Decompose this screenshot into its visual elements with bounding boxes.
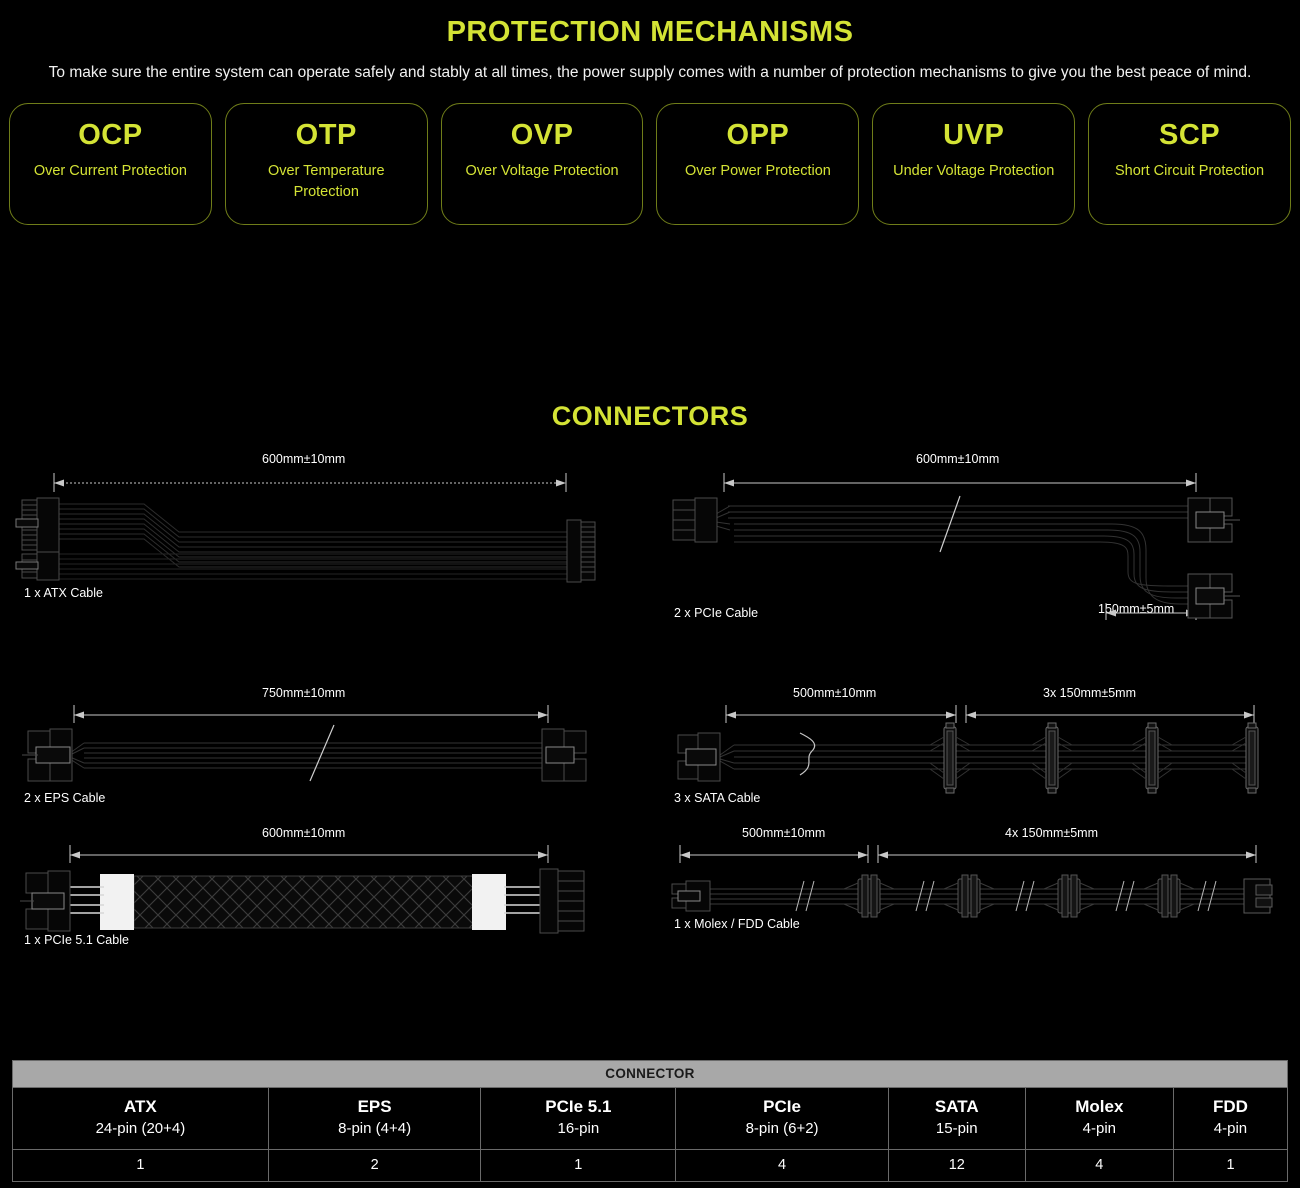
table-row: 1 2 1 4 12 4 1 [12,1148,1289,1182]
connector-name: PCIe 5.1 [545,1097,612,1116]
connector-name: ATX [124,1097,157,1116]
protection-card-uvp: UVP Under Voltage Protection [872,102,1076,225]
protection-name: Under Voltage Protection [893,163,1055,180]
protection-card-scp: SCP Short Circuit Protection [1088,102,1291,225]
protection-name: Over Power Protection [684,163,831,180]
table-header-title: CONNECTOR [12,1060,1288,1088]
protection-card-ovp: OVP Over Voltage Protection [440,102,644,225]
cable-diagram-eps: 750mm±10mm [14,681,634,811]
protection-abbr: OCP [78,118,143,151]
connector-count-eps: 2 [267,1148,482,1182]
protection-name: Over Voltage Protection [465,163,619,180]
protection-title: PROTECTION MECHANISMS [446,16,854,48]
dimension-label: 600mm±10mm [262,451,346,466]
table-cell-pcie51: PCIe 5.1 16-pin [480,1087,677,1150]
connector-pins: 4-pin [1213,1120,1248,1138]
connector-count-sata: 12 [887,1148,1026,1182]
protection-abbr: SCP [1158,118,1221,151]
connector-name: FDD [1213,1097,1248,1116]
cable-caption: 1 x PCIe 5.1 Cable [24,932,129,947]
protection-description: To make sure the entire system can opera… [48,63,1252,81]
cable-diagram-molex-fdd: 500mm±10mm 4x 150mm±5mm [668,821,1288,941]
table-cell-sata: SATA 15-pin [887,1087,1026,1150]
protection-abbr: UVP [943,118,1005,151]
connector-pins: 8-pin (4+4) [338,1120,412,1138]
connector-pins: 24-pin (20+4) [95,1120,186,1138]
connector-name: PCIe [763,1097,801,1116]
table-row: ATX 24-pin (20+4) EPS 8-pin (4+4) PCIe 5… [12,1087,1289,1150]
cable-caption: 2 x EPS Cable [24,790,106,805]
protection-card-opp: OPP Over Power Protection [656,102,860,225]
dimension-label: 600mm±10mm [262,825,346,840]
protection-card-otp: OTP Over Temperature Protection [224,102,428,225]
connector-pins: 15-pin [935,1120,978,1138]
protection-name: Over Temperature Protection [267,163,385,201]
table-header-row: CONNECTOR [12,1060,1288,1088]
table-cell-pcie: PCIe 8-pin (6+2) [675,1087,889,1150]
protection-cards-row: OCP Over Current Protection OTP Over Tem… [0,85,1300,225]
dimension-label: 500mm±10mm [793,685,877,700]
table-cell-atx: ATX 24-pin (20+4) [12,1087,269,1150]
dimension-label: 500mm±10mm [742,825,826,840]
dimension-label: 600mm±10mm [916,451,1000,466]
protection-name: Over Current Protection [33,163,187,180]
connector-pins: 8-pin (6+2) [745,1120,819,1138]
connector-count-pcie51: 1 [480,1148,677,1182]
protection-abbr: OPP [726,118,790,151]
connector-count-molex: 4 [1024,1148,1174,1182]
protection-name: Short Circuit Protection [1115,163,1265,180]
protection-abbr: OVP [510,118,574,151]
table-cell-eps: EPS 8-pin (4+4) [267,1087,482,1150]
dimension-label: 4x 150mm±5mm [1005,825,1098,840]
table-cell-fdd: FDD 4-pin [1172,1087,1289,1150]
connector-pins: 16-pin [557,1120,600,1138]
connector-count-fdd: 1 [1172,1148,1289,1182]
connector-name: SATA [934,1097,979,1116]
cable-caption: 1 x ATX Cable [24,585,103,600]
protection-abbr: OTP [295,118,357,151]
cable-diagram-atx: 600mm±10mm [14,446,634,626]
connector-count-pcie: 4 [675,1148,889,1182]
table-cell-molex: Molex 4-pin [1024,1087,1174,1150]
cable-caption: 3 x SATA Cable [674,790,761,805]
connector-name: Molex [1075,1097,1124,1116]
connector-count-atx: 1 [12,1148,269,1182]
cable-caption: 2 x PCIe Cable [674,605,759,620]
cable-diagram-pcie51: 600mm±10mm [14,821,634,956]
cable-diagram-pcie: 600mm±10mm 150mm±5mm [668,446,1288,646]
cable-diagram-sata: 500mm±10mm 3x 150mm±5mm [668,681,1288,811]
dimension-label: 3x 150mm±5mm [1043,685,1136,700]
dimension-label: 750mm±10mm [262,685,346,700]
cable-caption: 1 x Molex / FDD Cable [674,916,800,931]
connector-name: EPS [357,1097,392,1116]
protection-card-ocp: OCP Over Current Protection [9,102,212,225]
connector-pins: 4-pin [1082,1120,1116,1138]
connector-table: CONNECTOR ATX 24-pin (20+4) EPS 8-pin (4… [12,1060,1289,1182]
connectors-title: CONNECTORS [551,400,749,431]
